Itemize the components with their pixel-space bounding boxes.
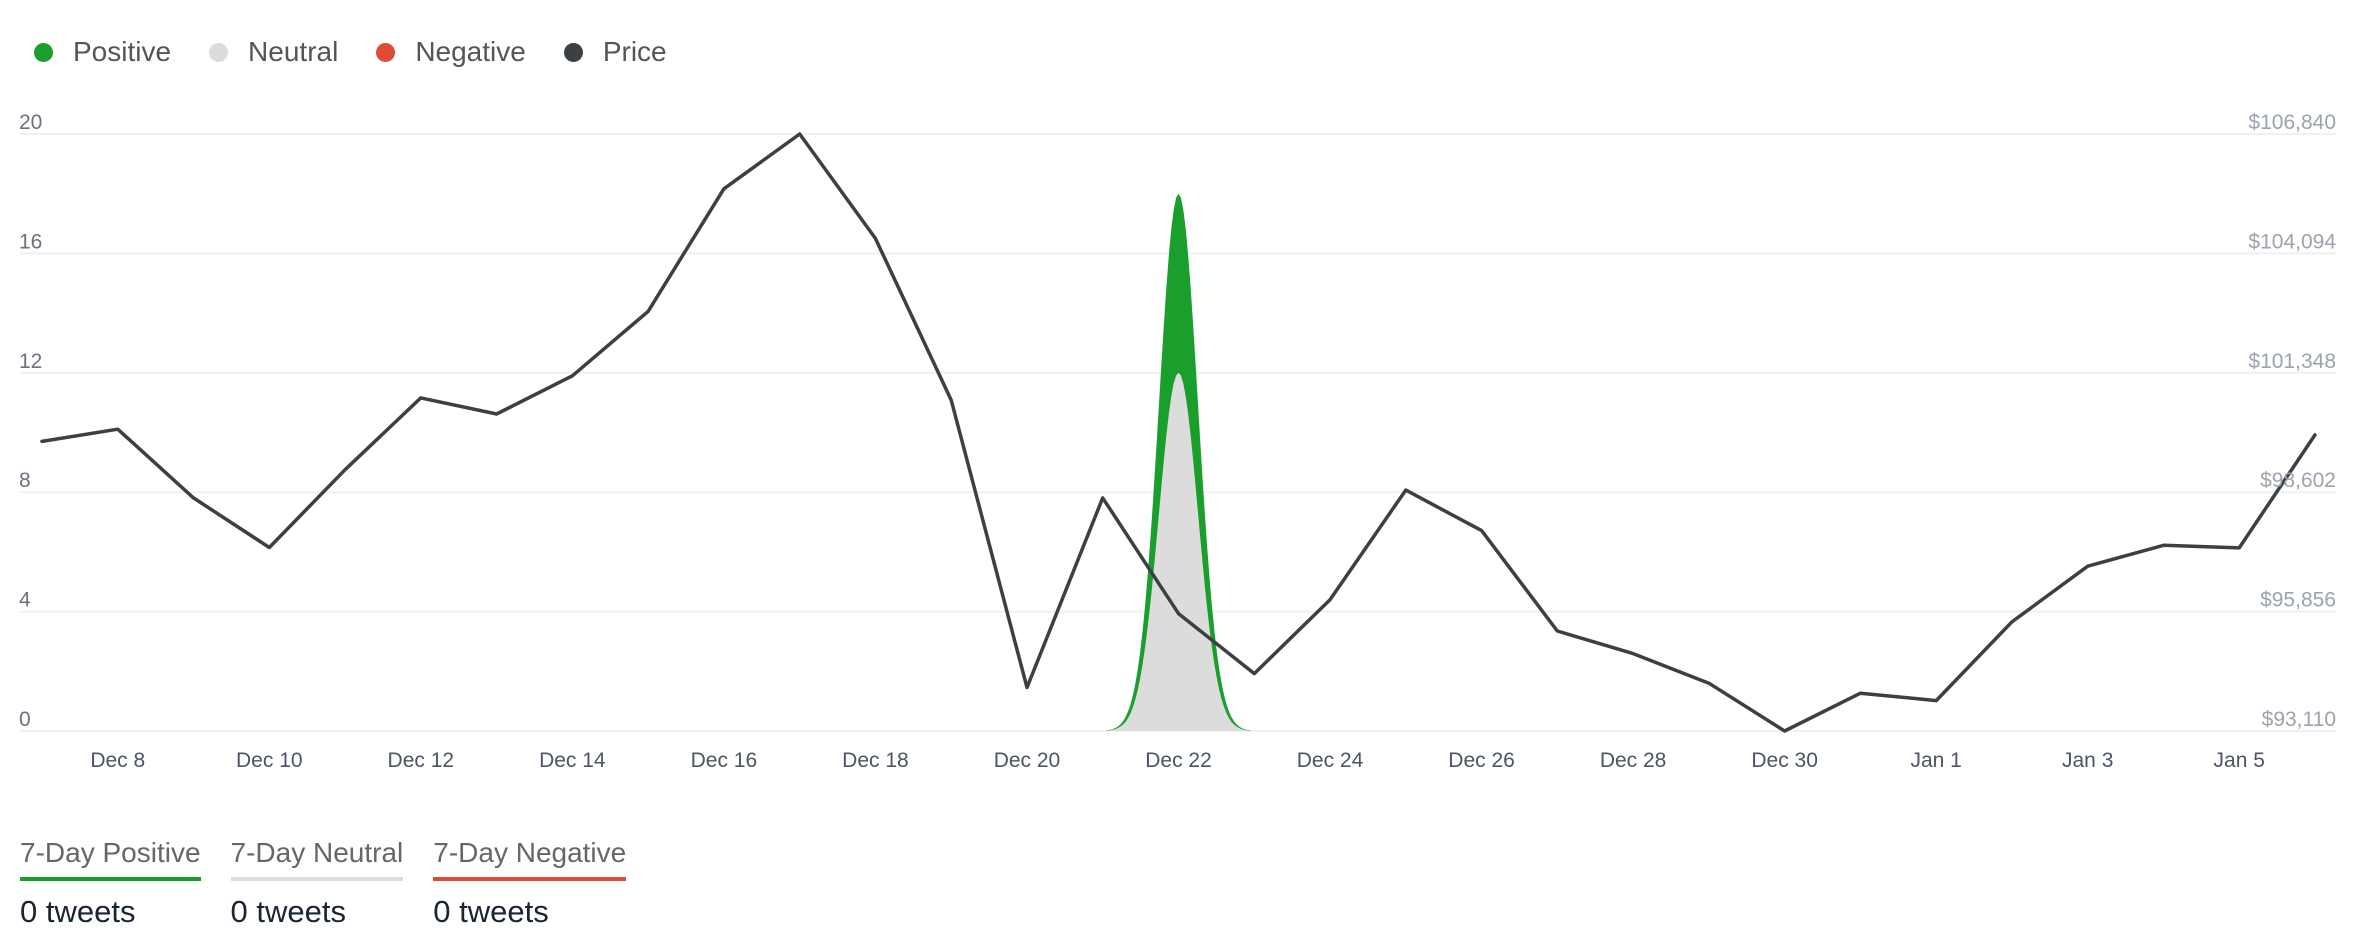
right-axis-ticks: $93,110 $95,856 $98,602 $101,348 $104,094 $10… [2248,111,2336,731]
left-axis-tick-label: 16 [19,230,42,253]
legend-label: Positive [73,36,172,67]
summary-neutral[interactable]: 7-Day Neutral 0 tweets [230,837,404,929]
legend-dot-positive [34,42,53,62]
summary-value-positive: 0 tweets [20,893,136,929]
legend-item-negative[interactable]: Negative [376,36,526,68]
left-axis-ticks: 0 4 8 12 16 20 [19,111,42,731]
right-axis-tick-label: $93,110 [2262,708,2336,731]
legend-dot-neutral [209,42,229,62]
legend-item-positive[interactable]: Positive [34,36,171,68]
neutral-area [1106,372,1251,731]
left-axis-tick-label: 0 [19,708,31,731]
x-axis-tick-label: Jan 3 [2062,749,2113,772]
summary-label-positive: 7-Day Positive [20,837,201,881]
seven-day-summary: 7-Day Positive 0 tweets 7-Day Neutral 0 … [20,837,656,929]
x-axis-tick-label: Dec 12 [388,749,455,772]
summary-negative[interactable]: 7-Day Negative 0 tweets [433,837,627,929]
legend-item-price[interactable]: Price [563,36,667,68]
x-axis-tick-label: Dec 18 [842,749,909,772]
summary-label-negative: 7-Day Negative [433,837,627,881]
left-axis-tick-label: 12 [19,350,42,373]
x-axis-tick-label: Dec 26 [1448,749,1515,772]
legend-label: Price [602,36,667,67]
x-axis-tick-label: Dec 28 [1600,749,1667,772]
legend-label: Neutral [248,36,339,67]
x-axis-tick-label: Dec 14 [539,749,606,772]
legend-dot-negative [376,42,396,62]
x-axis-tick-label: Dec 30 [1751,749,1818,772]
legend-item-neutral[interactable]: Neutral [209,36,338,68]
right-axis-tick-label: $98,602 [2260,469,2336,492]
right-axis-tick-label: $101,348 [2248,350,2336,373]
legend-dot-price [563,42,583,62]
right-axis-tick-label: $95,856 [2260,589,2336,612]
x-axis-tick-label: Dec 24 [1297,749,1364,772]
x-axis-tick-label: Jan 1 [1910,749,1961,772]
left-axis-tick-label: 8 [19,469,31,492]
legend-label: Negative [415,36,526,67]
summary-positive[interactable]: 7-Day Positive 0 tweets [20,837,201,929]
sentiment-areas [1106,193,1251,731]
x-axis-tick-label: Dec 10 [236,749,303,772]
left-axis-tick-label: 20 [19,111,42,134]
left-axis-tick-label: 4 [19,589,31,612]
x-axis-ticks: Dec 8 Dec 10 Dec 12 Dec 14 Dec 16 Dec 18 Dec 2… [90,749,2265,772]
price-line [40,132,2317,733]
price-line-layer [40,132,2317,733]
summary-label-neutral: 7-Day Neutral [230,837,404,881]
summary-value-neutral: 0 tweets [230,893,346,929]
summary-value-negative: 0 tweets [433,893,549,929]
x-axis-tick-label: Jan 5 [2214,749,2265,772]
chart-legend: Positive Neutral Negative Price [34,26,705,78]
right-axis-tick-label: $104,094 [2248,230,2336,253]
x-axis-tick-label: Dec 8 [90,749,145,772]
right-axis-tick-label: $106,840 [2248,111,2336,134]
x-axis-tick-label: Dec 16 [691,749,758,772]
x-axis-tick-label: Dec 22 [1145,749,1212,772]
x-axis-tick-label: Dec 20 [994,749,1061,772]
